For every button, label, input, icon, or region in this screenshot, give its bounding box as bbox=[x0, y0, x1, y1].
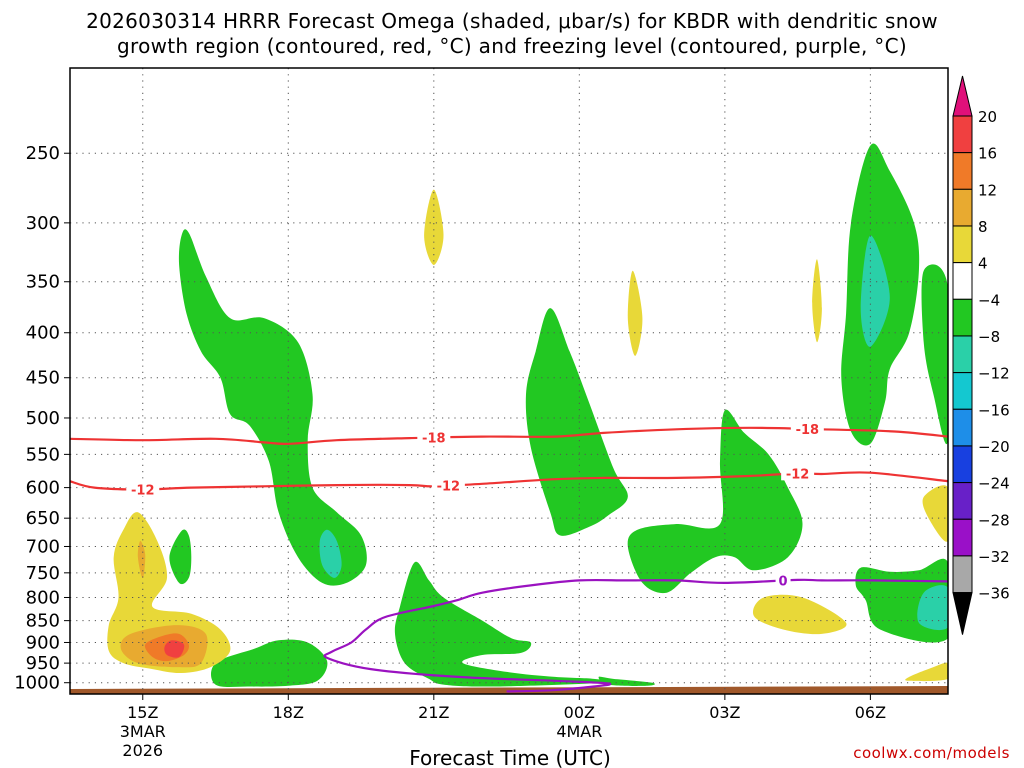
colorbar-label-9: −20 bbox=[978, 438, 1010, 456]
omega-area-16 bbox=[627, 270, 643, 356]
omega-area-24 bbox=[164, 640, 185, 658]
site-credit[interactable]: coolwx.com/models bbox=[853, 744, 1010, 762]
x-axis-label: Forecast Time (UTC) bbox=[409, 746, 611, 768]
y-tick-label-800: 800 bbox=[26, 587, 60, 608]
omega-area-6 bbox=[627, 409, 803, 594]
colorbar-label-13: −36 bbox=[978, 585, 1010, 603]
omega-area-10 bbox=[319, 529, 342, 578]
y-tick-label-300: 300 bbox=[26, 213, 60, 234]
contour-line-2 bbox=[323, 578, 948, 693]
contour-line-1 bbox=[70, 471, 948, 491]
x-tick-label-06Z: 06Z bbox=[855, 703, 886, 722]
colorbar-label-3: 8 bbox=[978, 218, 988, 236]
y-tick-label-500: 500 bbox=[26, 408, 60, 429]
contour-label-bg-2-0 bbox=[775, 571, 791, 588]
y-tick-label-450: 450 bbox=[26, 368, 60, 389]
contour-label-bg-1-0 bbox=[126, 480, 160, 497]
omega-area-5 bbox=[598, 676, 655, 686]
omega-area-20 bbox=[905, 662, 948, 682]
colorbar-label-12: −32 bbox=[978, 548, 1010, 566]
omega-area-14 bbox=[181, 13, 197, 53]
contour-label-bg-1-1 bbox=[431, 476, 465, 493]
colorbar-label-11: −28 bbox=[978, 511, 1010, 529]
omega-area-1 bbox=[169, 529, 192, 585]
contour-label-1-0: -12 bbox=[131, 484, 155, 499]
colorbar-label-2: 12 bbox=[978, 181, 997, 199]
chart-title-line-1: 2026030314 HRRR Forecast Omega (shaded, … bbox=[86, 9, 938, 33]
x-tick-year-15Z: 2026 bbox=[122, 741, 163, 760]
y-tick-label-850: 850 bbox=[26, 611, 60, 632]
chart-title-line-2: growth region (contoured, red, °C) and f… bbox=[117, 34, 907, 58]
colorbar-bottom-arrow bbox=[952, 592, 973, 635]
omega-area-21 bbox=[137, 540, 146, 578]
omega-area-12 bbox=[917, 585, 948, 631]
x-tick-date-15Z: 3MAR bbox=[120, 722, 166, 741]
colorbar-swatch-11 bbox=[952, 518, 973, 557]
y-tick-label-700: 700 bbox=[26, 536, 60, 557]
colorbar-swatch-8 bbox=[952, 408, 973, 447]
omega-area-18 bbox=[752, 594, 847, 635]
y-tick-label-400: 400 bbox=[26, 323, 60, 344]
plot-frame bbox=[69, 67, 949, 695]
contour-label-bg-1-2 bbox=[781, 464, 815, 481]
colorbar-label-0: 20 bbox=[978, 108, 997, 126]
colorbar-swatch-4 bbox=[952, 262, 973, 300]
y-tick-label-250: 250 bbox=[26, 143, 60, 164]
y-tick-label-950: 950 bbox=[26, 653, 60, 674]
omega-area-19 bbox=[922, 485, 948, 542]
colorbar-swatch-9 bbox=[952, 445, 973, 484]
y-tick-label-550: 550 bbox=[26, 444, 60, 465]
omega-area-15 bbox=[424, 189, 444, 265]
y-tick-label-350: 350 bbox=[26, 272, 60, 293]
contour-label-2-0: 0 bbox=[779, 574, 788, 589]
y-tick-label-650: 650 bbox=[26, 508, 60, 529]
colorbar-swatch-0 bbox=[952, 115, 973, 154]
colorbar-top-arrow bbox=[952, 75, 973, 117]
colorbar-label-8: −16 bbox=[978, 401, 1010, 419]
x-tick-label-15Z: 15Z bbox=[127, 703, 158, 722]
colorbar-swatch-1 bbox=[952, 152, 973, 190]
colorbar-label-6: −8 bbox=[978, 328, 1000, 346]
omega-area-3 bbox=[394, 561, 611, 687]
contour-label-0-0: -18 bbox=[422, 432, 446, 447]
colorbar-label-10: −24 bbox=[978, 475, 1010, 493]
x-tick-label-00Z: 00Z bbox=[564, 703, 595, 722]
contour-label-1-1: -12 bbox=[437, 480, 461, 495]
colorbar-swatch-3 bbox=[952, 225, 973, 264]
colorbar-swatch-12 bbox=[952, 555, 973, 594]
x-tick-date-00Z: 4MAR bbox=[556, 722, 602, 741]
colorbar-label-7: −12 bbox=[978, 365, 1010, 383]
y-tick-label-600: 600 bbox=[26, 478, 60, 499]
y-tick-label-1000: 1000 bbox=[14, 673, 60, 694]
omega-area-11 bbox=[860, 235, 890, 347]
x-tick-label-21Z: 21Z bbox=[418, 703, 449, 722]
x-tick-label-03Z: 03Z bbox=[709, 703, 740, 722]
colorbar-label-5: −4 bbox=[978, 291, 1000, 309]
omega-area-4 bbox=[525, 308, 628, 536]
y-tick-label-900: 900 bbox=[26, 632, 60, 653]
omega-area-0 bbox=[178, 229, 367, 586]
contour-label-1-2: -12 bbox=[786, 467, 810, 482]
colorbar-label-1: 16 bbox=[978, 145, 997, 163]
colorbar-label-4: 4 bbox=[978, 255, 988, 273]
y-tick-label-750: 750 bbox=[26, 563, 60, 584]
x-tick-label-18Z: 18Z bbox=[273, 703, 304, 722]
contour-label-bg-0-0 bbox=[417, 428, 451, 445]
colorbar-swatch-10 bbox=[952, 482, 973, 520]
contour-label-bg-0-1 bbox=[790, 419, 824, 436]
contour-label-0-1: -18 bbox=[796, 423, 820, 438]
colorbar-swatch-7 bbox=[952, 372, 973, 410]
colorbar-swatch-5 bbox=[952, 298, 973, 337]
colorbar-swatch-6 bbox=[952, 335, 973, 374]
ground-terrain bbox=[70, 686, 948, 694]
omega-area-8 bbox=[921, 264, 948, 444]
omega-area-17 bbox=[812, 259, 822, 343]
colorbar-swatch-2 bbox=[952, 188, 973, 227]
